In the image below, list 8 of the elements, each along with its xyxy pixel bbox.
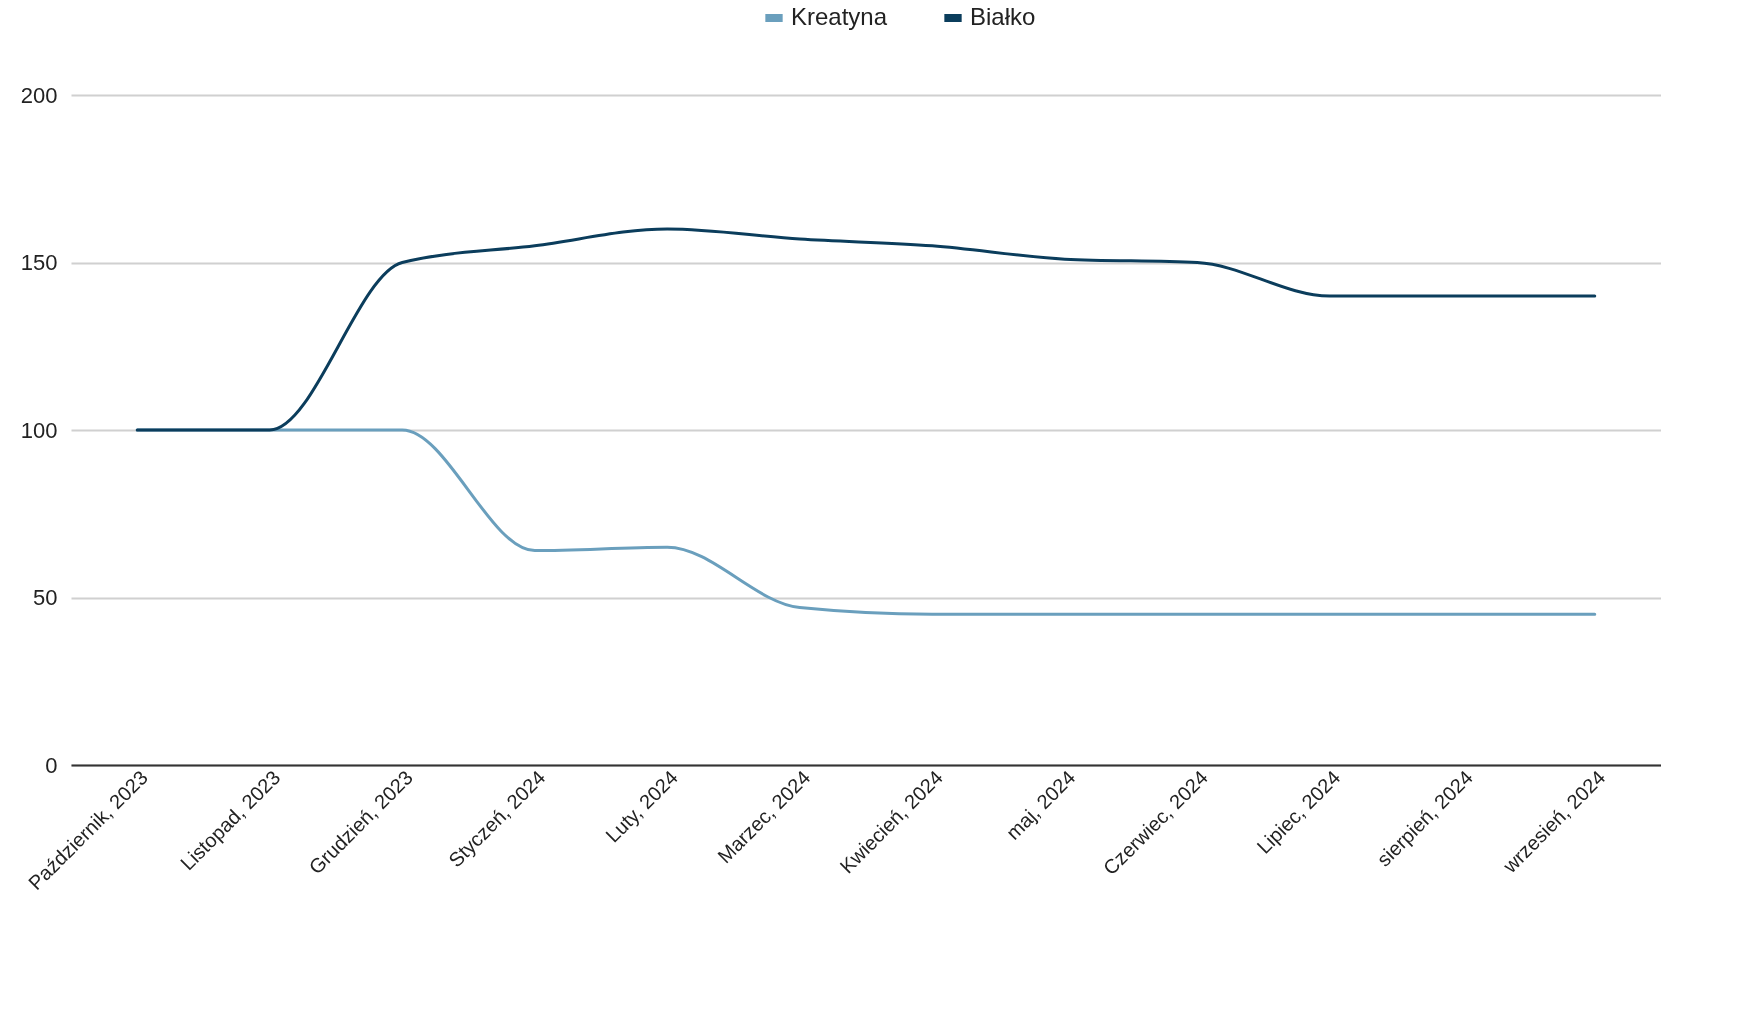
- y-tick-label: 100: [20, 417, 58, 443]
- y-tick-label: 200: [20, 82, 58, 108]
- legend-label: Kreatyna: [791, 3, 888, 30]
- line-series: [135, 227, 1597, 432]
- legend-label: Białko: [970, 3, 1036, 30]
- y-tick-label: 0: [45, 752, 58, 778]
- y-tick-label: 50: [33, 585, 58, 610]
- y-tick-label: 150: [20, 250, 58, 275]
